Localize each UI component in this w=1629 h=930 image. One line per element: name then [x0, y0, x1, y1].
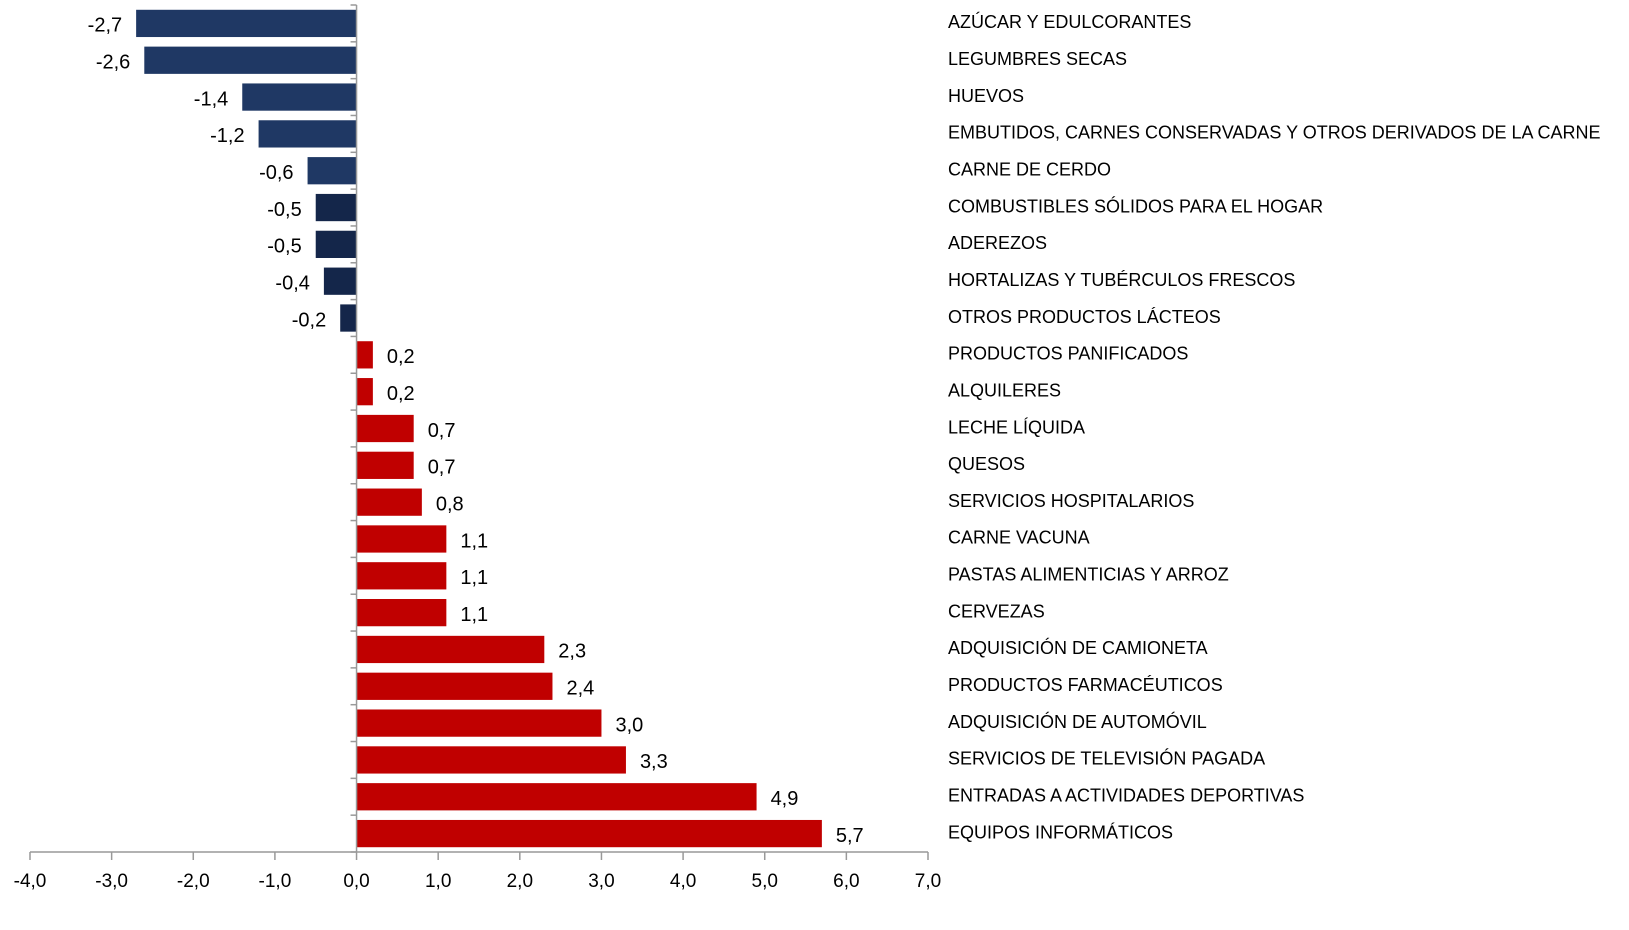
category-label: SERVICIOS HOSPITALARIOS: [948, 491, 1194, 511]
category-label: CARNE VACUNA: [948, 528, 1090, 548]
value-label: -0,6: [259, 162, 293, 184]
value-label: 2,4: [566, 678, 594, 700]
category-label: EQUIPOS INFORMÁTICOS: [948, 822, 1173, 842]
bar: [356, 635, 545, 664]
x-tick-label: 7,0: [915, 871, 941, 892]
value-label: -2,6: [96, 52, 130, 74]
bar: [356, 599, 447, 627]
bar: [356, 562, 447, 590]
category-label: SERVICIOS DE TELEVISIÓN PAGADA: [948, 748, 1265, 769]
value-label: -2,7: [88, 15, 122, 37]
bar: [356, 709, 602, 737]
category-label: LECHE LÍQUIDA: [948, 417, 1085, 437]
value-label: 0,7: [428, 457, 456, 479]
value-label: -0,5: [267, 199, 301, 221]
category-label: COMBUSTIBLES SÓLIDOS PARA EL HOGAR: [948, 195, 1323, 216]
bar: [136, 9, 357, 38]
x-tick-label: -4,0: [14, 871, 47, 892]
bar: [356, 819, 822, 848]
category-label: CARNE DE CERDO: [948, 159, 1111, 179]
value-label: -1,2: [210, 125, 244, 147]
category-label: ALQUILERES: [948, 380, 1061, 400]
category-label: ADQUISICIÓN DE AUTOMÓVIL: [948, 711, 1207, 732]
bar: [356, 525, 447, 553]
value-label: 0,2: [387, 346, 415, 368]
category-label: QUESOS: [948, 454, 1025, 474]
bar: [144, 46, 357, 74]
x-tick-label: -1,0: [259, 871, 292, 892]
value-label: 0,2: [387, 383, 415, 405]
category-label: PRODUCTOS FARMACÉUTICOS: [948, 675, 1223, 695]
category-label: HUEVOS: [948, 86, 1024, 106]
value-label: 1,1: [460, 530, 488, 552]
value-label: 4,9: [771, 788, 799, 810]
bar: [315, 230, 357, 258]
value-label: 1,1: [460, 604, 488, 626]
bar: [258, 120, 357, 148]
value-label: -0,4: [275, 272, 309, 294]
x-tick-label: 6,0: [833, 871, 859, 892]
x-tick-label: 3,0: [588, 871, 614, 892]
value-label: 0,7: [428, 420, 456, 442]
category-label: HORTALIZAS Y TUBÉRCULOS FRESCOS: [948, 270, 1295, 290]
category-label: PASTAS ALIMENTICIAS Y ARROZ: [948, 565, 1229, 585]
value-label: 3,3: [640, 751, 668, 773]
category-label: CERVEZAS: [948, 601, 1045, 621]
x-tick-label: -3,0: [95, 871, 128, 892]
category-label: OTROS PRODUCTOS LÁCTEOS: [948, 307, 1221, 327]
value-label: 3,0: [615, 714, 643, 736]
bar: [356, 672, 553, 700]
bar: [356, 783, 757, 811]
bar: [356, 414, 414, 443]
category-label: ENTRADAS A ACTIVIDADES DEPORTIVAS: [948, 786, 1304, 806]
bar: [356, 378, 373, 406]
category-label: ADEREZOS: [948, 233, 1047, 253]
value-label: -0,2: [292, 309, 326, 331]
bar: [356, 746, 626, 774]
x-tick-label: 4,0: [670, 871, 696, 892]
bar: [356, 488, 422, 516]
bar: [356, 451, 414, 479]
x-tick-label: 5,0: [752, 871, 778, 892]
value-label: -0,5: [267, 236, 301, 258]
x-tick-label: 0,0: [343, 871, 369, 892]
bar: [323, 267, 357, 295]
x-tick-label: -2,0: [177, 871, 210, 892]
category-label: LEGUMBRES SECAS: [948, 49, 1127, 69]
bar: [307, 157, 357, 185]
category-label: EMBUTIDOS, CARNES CONSERVADAS Y OTROS DE…: [948, 123, 1600, 143]
bar: [340, 304, 357, 332]
category-label: PRODUCTOS PANIFICADOS: [948, 344, 1188, 364]
value-label: 0,8: [436, 493, 464, 515]
x-tick-label: 2,0: [507, 871, 533, 892]
value-label: -1,4: [194, 88, 228, 110]
value-label: 2,3: [558, 641, 586, 663]
value-label: 1,1: [460, 567, 488, 589]
category-label: AZÚCAR Y EDULCORANTES: [948, 11, 1191, 32]
bar: [315, 193, 357, 222]
category-label: ADQUISICIÓN DE CAMIONETA: [948, 637, 1208, 658]
value-label: 5,7: [836, 825, 864, 847]
x-tick-label: 1,0: [425, 871, 451, 892]
bar: [242, 83, 357, 111]
bar: [356, 341, 373, 369]
